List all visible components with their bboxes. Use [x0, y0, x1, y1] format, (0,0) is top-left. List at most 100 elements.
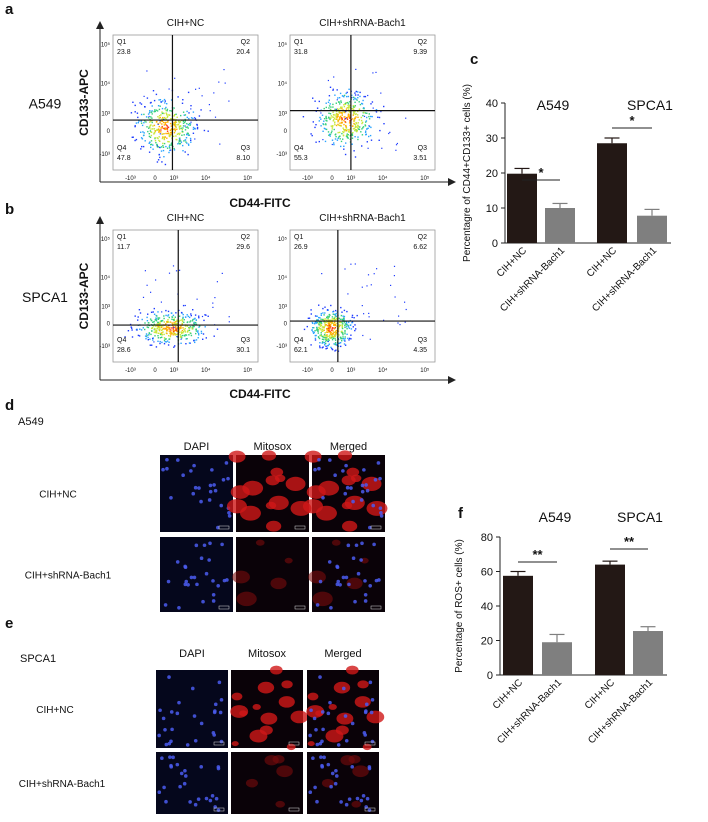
event-dot	[194, 138, 196, 140]
event-dot	[357, 127, 359, 129]
x-tick-label: 0	[153, 368, 157, 374]
nucleus	[189, 575, 194, 580]
event-dot	[160, 131, 162, 133]
x-tick-label: CIH+NC	[585, 245, 619, 279]
event-dot	[175, 312, 177, 314]
event-dot	[329, 118, 331, 121]
event-dot	[187, 124, 190, 126]
nucleus	[344, 463, 348, 468]
event-dot	[166, 326, 168, 329]
event-dot	[348, 339, 350, 341]
panel-label: e	[5, 615, 13, 632]
event-dot	[354, 156, 357, 158]
event-dot	[167, 115, 169, 118]
nucleus	[177, 605, 181, 610]
event-dot	[216, 328, 219, 330]
event-dot	[138, 120, 140, 122]
y-tick-label: 10⁴	[101, 275, 111, 282]
event-dot	[348, 129, 350, 131]
event-dot	[333, 118, 336, 120]
event-dot	[355, 129, 358, 131]
nucleus	[175, 762, 180, 767]
nucleus	[330, 771, 335, 776]
event-dot	[322, 318, 324, 321]
event-dot	[404, 321, 406, 323]
event-dot	[157, 159, 160, 161]
event-dot	[189, 137, 192, 140]
event-dot	[338, 324, 340, 326]
event-dot	[160, 320, 163, 323]
event-dot	[331, 339, 334, 341]
event-dot	[150, 134, 153, 137]
event-dot	[329, 336, 331, 338]
event-dot	[161, 112, 164, 115]
event-dot	[170, 312, 173, 314]
event-dot	[334, 321, 336, 324]
cell-signal	[266, 520, 282, 532]
event-dot	[318, 337, 321, 340]
nucleus	[177, 700, 181, 705]
event-dot	[182, 316, 184, 318]
event-dot	[176, 322, 178, 325]
event-dot	[324, 321, 326, 324]
event-dot	[176, 139, 178, 141]
event-dot	[150, 291, 152, 293]
event-dot	[150, 143, 153, 146]
event-dot	[194, 117, 196, 119]
event-dot	[364, 95, 367, 98]
event-dot	[334, 319, 336, 321]
event-dot	[351, 143, 353, 145]
event-dot	[154, 318, 157, 321]
event-dot	[399, 324, 401, 326]
event-dot	[161, 137, 164, 140]
scale-bar	[370, 525, 382, 530]
nucleus	[344, 802, 349, 807]
event-dot	[330, 333, 332, 335]
event-dot	[318, 100, 320, 103]
event-dot	[333, 331, 336, 334]
significance-mark: **	[532, 547, 543, 562]
event-dot	[161, 332, 163, 334]
event-dot	[158, 154, 160, 156]
nucleus	[176, 458, 180, 462]
event-dot	[154, 131, 156, 134]
event-dot	[167, 126, 169, 128]
nucleus	[335, 582, 340, 587]
event-dot	[192, 318, 194, 321]
cell-signal	[337, 450, 353, 461]
event-dot	[336, 99, 338, 101]
event-dot	[322, 139, 324, 141]
x-tick-label: 10⁵	[420, 367, 430, 374]
bar	[545, 208, 575, 243]
event-dot	[151, 330, 153, 332]
event-dot	[149, 118, 151, 121]
event-dot	[157, 340, 159, 342]
plot-frame	[289, 229, 436, 363]
event-dot	[171, 316, 174, 318]
nucleus	[169, 765, 174, 769]
y-tick-label: 10⁵	[101, 41, 111, 48]
event-dot	[368, 135, 370, 138]
event-dot	[153, 313, 156, 315]
column-title: DAPI	[184, 441, 210, 453]
event-dot	[328, 117, 330, 119]
y-tick-label: 0	[107, 322, 111, 328]
event-dot	[315, 141, 317, 143]
event-dot	[131, 136, 133, 138]
event-dot	[353, 150, 355, 152]
event-dot	[343, 319, 345, 322]
event-dot	[158, 146, 161, 149]
event-dot	[361, 286, 363, 288]
event-dot	[367, 147, 369, 149]
event-dot	[346, 118, 349, 120]
event-dot	[138, 309, 141, 311]
nucleus	[356, 571, 361, 576]
event-dot	[205, 337, 207, 339]
quadrant-name: Q1	[294, 39, 303, 46]
nucleus	[343, 714, 348, 718]
event-dot	[160, 129, 162, 131]
event-dot	[328, 327, 331, 329]
event-dot	[184, 329, 186, 332]
event-dot	[321, 341, 324, 343]
event-dot	[162, 116, 164, 119]
